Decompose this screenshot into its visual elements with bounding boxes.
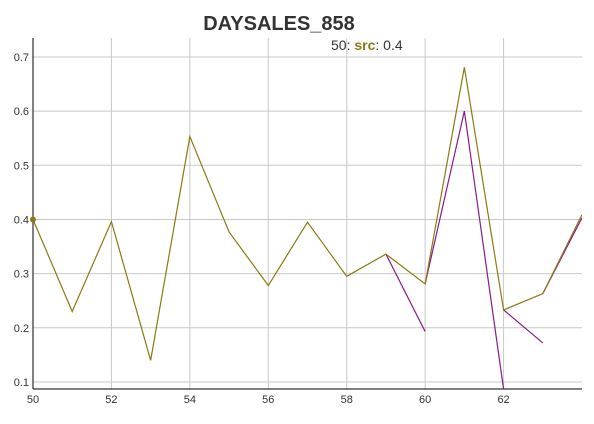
series-line-secondary (385, 253, 426, 332)
y-tick-label: 0.1 (14, 377, 29, 389)
y-tick-label: 0.3 (14, 269, 29, 281)
series-line-secondary (424, 110, 505, 389)
legend-series-name: src (354, 37, 375, 53)
x-tick-label: 50 (27, 394, 39, 406)
x-tick-label: 62 (497, 394, 509, 406)
series-line-secondary (503, 309, 544, 344)
grid (32, 38, 582, 389)
y-tick-label: 0.5 (14, 160, 29, 172)
legend-series-value: 0.4 (383, 37, 403, 53)
x-tick-label: 60 (419, 394, 431, 406)
chart-title: DAYSALES_858 (203, 13, 355, 35)
axes (32, 38, 582, 390)
legend-x-value: 50 (331, 37, 347, 53)
series-lines (33, 67, 582, 389)
y-tick-label: 0.7 (14, 52, 29, 64)
x-tick-label: 56 (262, 394, 274, 406)
x-tick-label: 52 (105, 394, 117, 406)
y-tick-label: 0.2 (14, 323, 29, 335)
legend-colon-2: : (375, 37, 383, 53)
highlight-point (30, 216, 36, 223)
legend: 50: src: 0.4 (331, 37, 403, 53)
legend-colon: : (347, 37, 355, 53)
x-tick-label: 54 (184, 394, 196, 406)
series-line-src (33, 67, 582, 361)
y-tick-label: 0.4 (14, 214, 29, 226)
x-tick-label: 58 (341, 394, 353, 406)
y-tick-label: 0.6 (14, 106, 29, 118)
tick-labels: 50 52 54 56 58 60 62 0.1 0.2 0.3 0.4 0.5 0.6 0.7 (14, 52, 510, 406)
